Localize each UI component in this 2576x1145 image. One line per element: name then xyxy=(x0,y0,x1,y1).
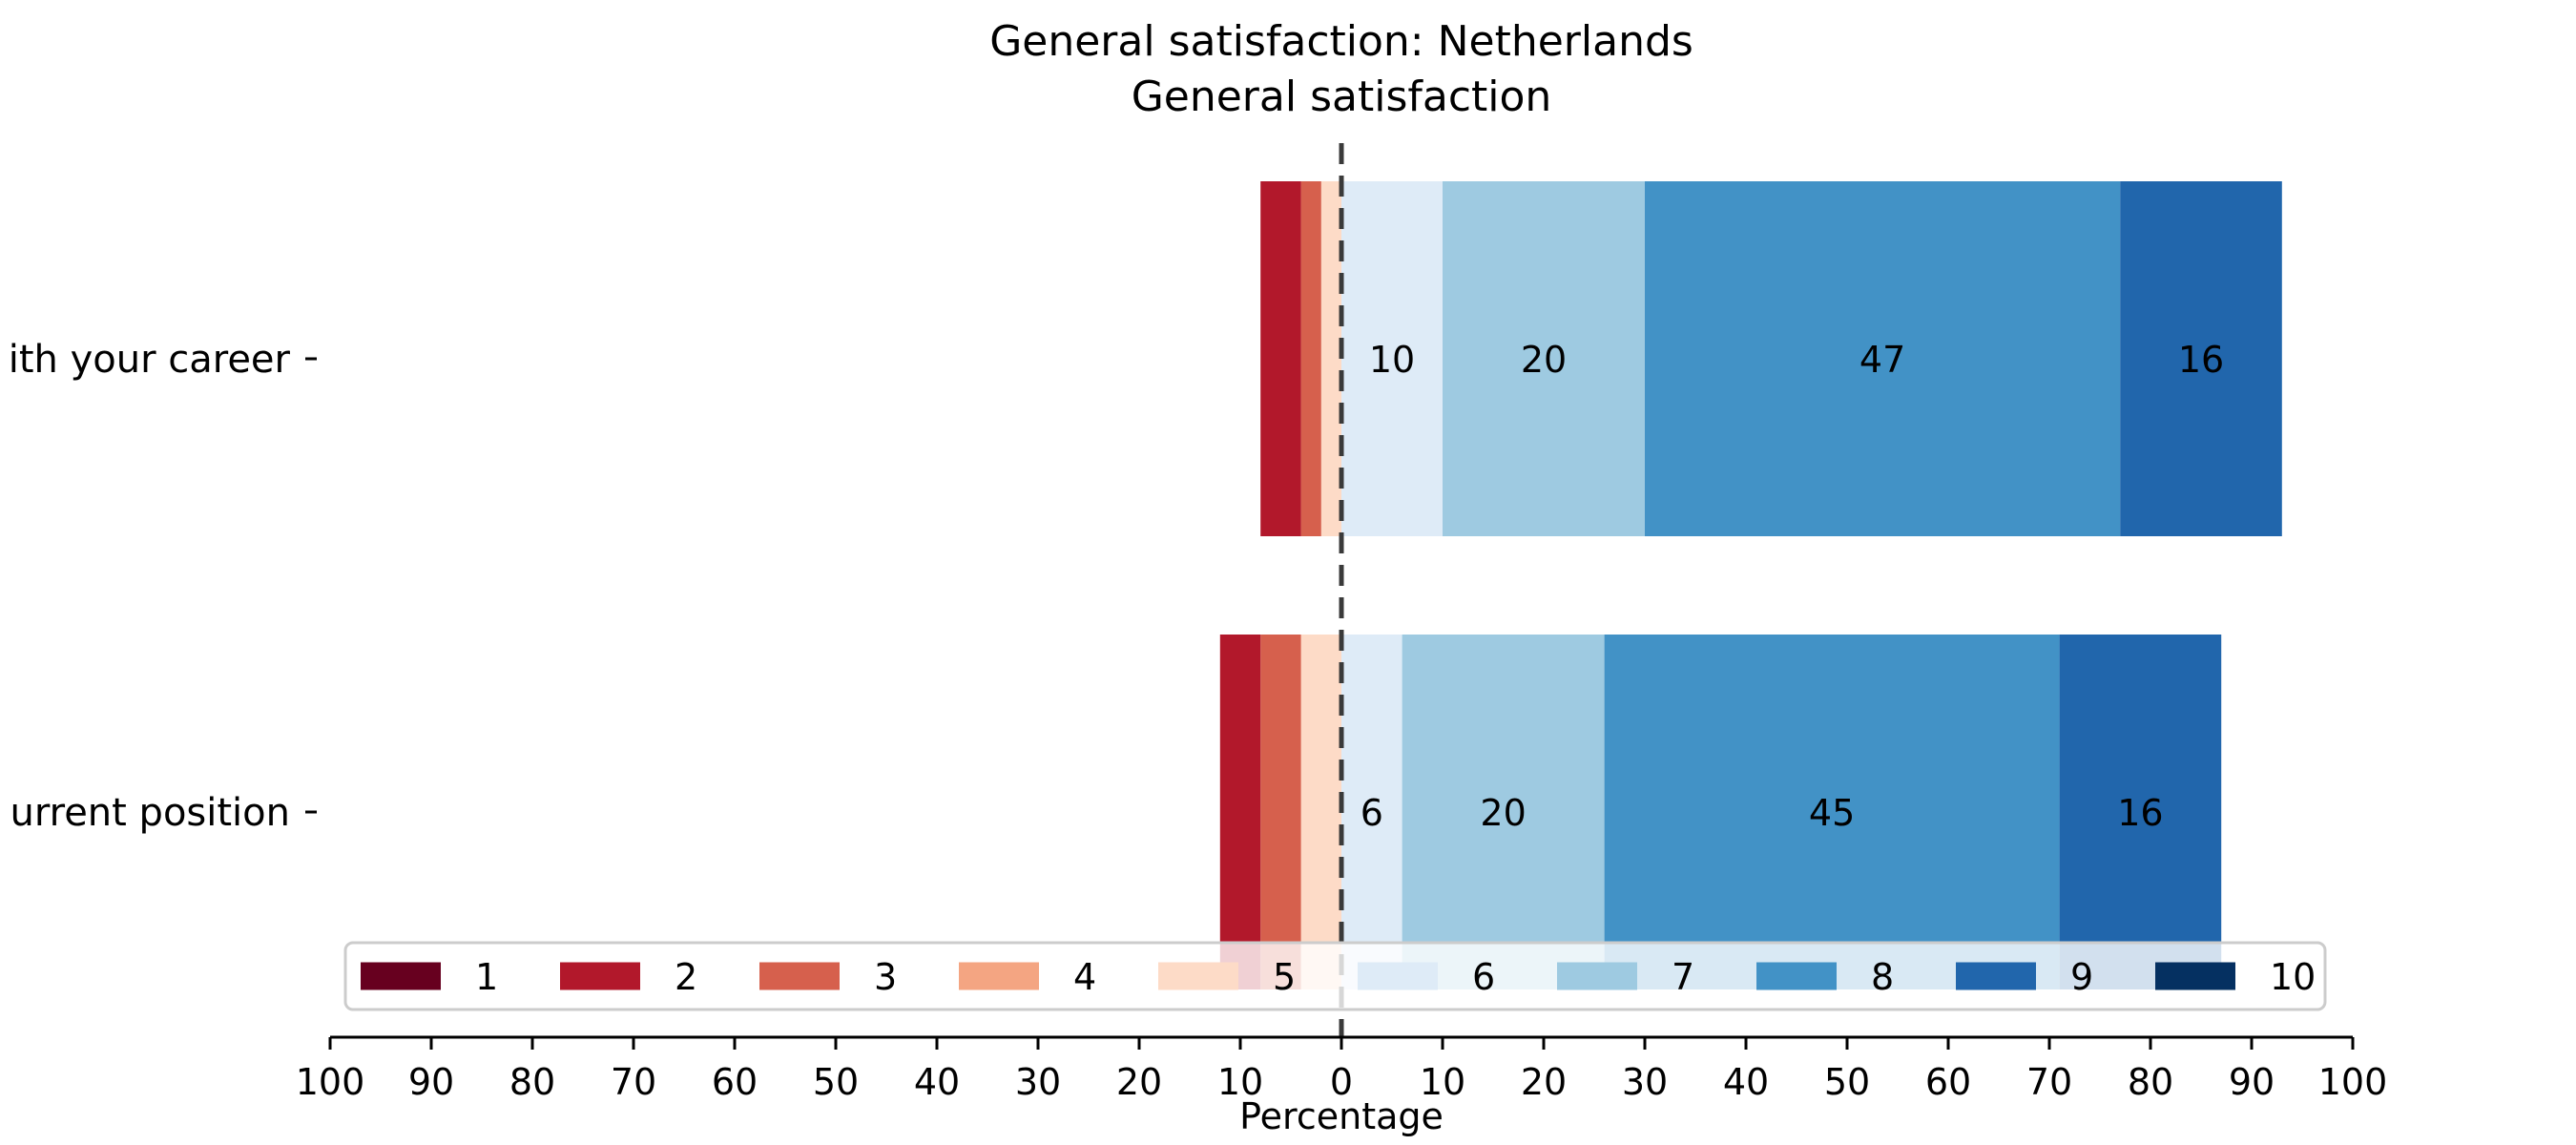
chart-title: General satisfaction: Netherlands xyxy=(989,17,1693,66)
category-label: urrent position xyxy=(10,791,290,835)
legend-label: 5 xyxy=(1273,956,1296,998)
x-tick-label: 80 xyxy=(509,1061,555,1103)
x-tick-label: 90 xyxy=(2229,1061,2275,1103)
x-tick-label: 40 xyxy=(914,1061,960,1103)
x-axis-label: Percentage xyxy=(1239,1095,1444,1137)
legend-label: 9 xyxy=(2070,956,2093,998)
x-tick-label: 60 xyxy=(712,1061,758,1103)
legend-swatch-5 xyxy=(1158,962,1238,990)
category-label: ith your career xyxy=(9,338,291,382)
legend-swatch-6 xyxy=(1358,962,1438,990)
x-tick-label: 50 xyxy=(1824,1061,1870,1103)
bar-segment-8 xyxy=(1604,635,2060,989)
bar-segment-3 xyxy=(1260,635,1301,989)
legend-swatch-9 xyxy=(1956,962,2036,990)
bar-segment-9 xyxy=(2120,181,2282,536)
legend-label: 7 xyxy=(1672,956,1694,998)
x-tick-label: 30 xyxy=(1015,1061,1061,1103)
x-tick-label: 100 xyxy=(296,1061,365,1103)
bar-value-label: 20 xyxy=(1521,339,1567,381)
legend-label: 3 xyxy=(874,956,897,998)
legend-swatch-1 xyxy=(361,962,441,990)
bar-segment-5 xyxy=(1320,181,1341,536)
category-labels: ith your career urrent position xyxy=(9,338,317,835)
x-axis: 100 90 80 70 60 50 40 30 20 10 0 10 20 30 40 50 60 70 80 90… xyxy=(296,1035,2388,1103)
legend-swatch-10 xyxy=(2155,962,2235,990)
bar-segment-7 xyxy=(1443,181,1645,536)
x-tick-label: 0 xyxy=(1330,1061,1353,1103)
bars-layer xyxy=(1219,181,2282,989)
bar-segment-3 xyxy=(1300,181,1321,536)
bar-segment-6 xyxy=(1341,635,1402,989)
legend-swatch-7 xyxy=(1557,962,1637,990)
x-tick-label: 20 xyxy=(1116,1061,1162,1103)
legend-label: 2 xyxy=(675,956,697,998)
x-tick-label: 70 xyxy=(611,1061,656,1103)
legend: 1 2 3 4 5 6 7 8 9 10 xyxy=(343,941,2327,1011)
legend-label: 8 xyxy=(1871,956,1894,998)
x-tick-label: 90 xyxy=(408,1061,454,1103)
bar-value-label: 16 xyxy=(2117,792,2163,834)
legend-swatch-8 xyxy=(1756,962,1837,990)
bar-value-label: 45 xyxy=(1809,792,1855,834)
bar-segment-6 xyxy=(1341,181,1443,536)
x-tick-label: 50 xyxy=(813,1061,859,1103)
x-tick-label: 30 xyxy=(1622,1061,1668,1103)
x-tick-label: 10 xyxy=(1217,1061,1263,1103)
x-tick-label: 70 xyxy=(2026,1061,2072,1103)
legend-label: 10 xyxy=(2270,956,2316,998)
bar-value-label: 16 xyxy=(2178,339,2224,381)
bar-segment-9 xyxy=(2059,635,2222,989)
bar-labels-layer: 10 20 47 16 6 20 45 16 xyxy=(1361,339,2224,834)
legend-swatch-4 xyxy=(959,962,1039,990)
x-tick-label: 20 xyxy=(1521,1061,1567,1103)
legend-label: 1 xyxy=(475,956,498,998)
bar-value-label: 10 xyxy=(1369,339,1415,381)
legend-label: 6 xyxy=(1472,956,1495,998)
bar-value-label: 47 xyxy=(1859,339,1905,381)
bar-segment-8 xyxy=(1645,181,2121,536)
legend-swatch-3 xyxy=(759,962,840,990)
bar-segment-7 xyxy=(1402,635,1605,989)
legend-swatch-2 xyxy=(560,962,640,990)
x-tick-label: 10 xyxy=(1420,1061,1465,1103)
bar-value-label: 6 xyxy=(1361,792,1383,834)
legend-label: 4 xyxy=(1073,956,1096,998)
bar-segment-2 xyxy=(1219,635,1261,989)
legend-frame xyxy=(343,941,2327,1011)
x-tick-label: 40 xyxy=(1723,1061,1769,1103)
chart-subtitle: General satisfaction xyxy=(1132,73,1552,121)
bar-value-label: 20 xyxy=(1480,792,1526,834)
bar-segment-2 xyxy=(1260,181,1301,536)
x-tick-label: 80 xyxy=(2128,1061,2173,1103)
x-tick-label: 100 xyxy=(2318,1061,2388,1103)
x-tick-label: 60 xyxy=(1925,1061,1971,1103)
bar-segment-5 xyxy=(1300,635,1341,989)
